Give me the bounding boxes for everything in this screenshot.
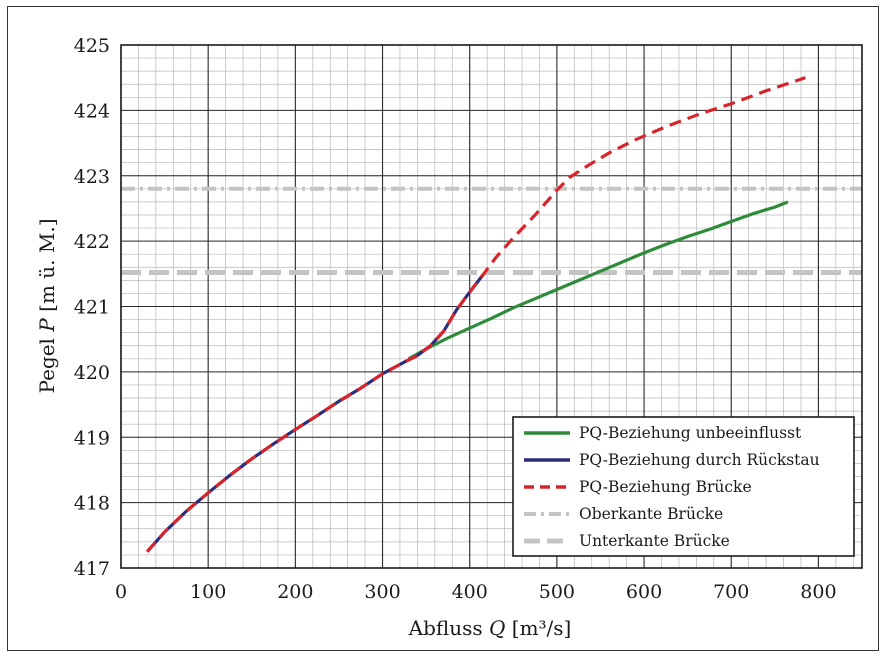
x-tick-label: 200 [277, 581, 313, 603]
y-axis-unit: [m ü. M.] [35, 219, 59, 312]
legend-label-bruecke: PQ-Beziehung Brücke [579, 478, 752, 496]
y-tick-label: 418 [74, 493, 110, 515]
x-tick-label: 100 [190, 581, 226, 603]
y-tick-label: 417 [74, 558, 110, 580]
legend: PQ-Beziehung unbeeinflusst PQ-Beziehung … [512, 416, 855, 557]
y-tick-label: 422 [74, 231, 110, 253]
x-axis-label: Abfluss [408, 616, 483, 640]
y-tick-label: 420 [74, 362, 110, 384]
x-axis-unit: [m³/s] [512, 616, 572, 640]
x-axis-title: Abfluss Q [m³/s] [408, 616, 572, 640]
series-line-2 [146, 76, 806, 553]
legend-label-oberkante: Oberkante Brücke [579, 505, 723, 523]
x-tick-label: 600 [626, 581, 662, 603]
y-tick-label: 423 [74, 166, 110, 188]
legend-label-unterkante: Unterkante Brücke [579, 532, 730, 550]
x-tick-labels: 0 100 200 300 400 500 600 700 800 [115, 581, 837, 603]
y-axis-label: Pegel [35, 338, 59, 393]
legend-box [512, 416, 855, 557]
y-axis-variable: P [35, 318, 59, 333]
y-tick-labels: 417 418 419 420 421 422 423 424 425 [74, 35, 110, 580]
legend-label-unbeeinflusst: PQ-Beziehung unbeeinflusst [579, 424, 802, 442]
x-tick-label: 700 [713, 581, 749, 603]
x-tick-label: 800 [800, 581, 836, 603]
legend-label-rueckstau: PQ-Beziehung durch Rückstau [579, 451, 820, 469]
y-tick-label: 419 [74, 427, 110, 449]
x-tick-label: 400 [452, 581, 488, 603]
y-axis-title: Pegel P [m ü. M.] [35, 219, 59, 394]
series-layer [121, 76, 862, 553]
series-line-0 [407, 200, 789, 361]
x-tick-label: 0 [115, 581, 127, 603]
plot-border [120, 44, 863, 569]
y-tick-label: 421 [74, 297, 110, 319]
series-line-1 [146, 274, 485, 553]
y-tick-label: 424 [74, 100, 110, 122]
x-axis-variable: Q [489, 616, 505, 640]
x-tick-label: 300 [364, 581, 400, 603]
x-tick-label: 500 [539, 581, 575, 603]
y-tick-label: 425 [74, 35, 110, 57]
